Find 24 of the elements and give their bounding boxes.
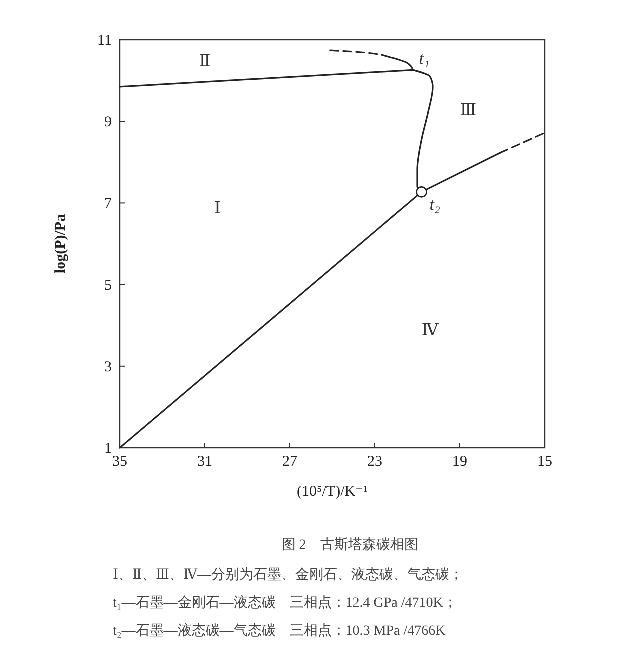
y-axis-title: log(P)/Pa <box>53 214 69 274</box>
x-axis-title: (10⁵/T)/K⁻¹ <box>297 484 368 500</box>
annotation: Ⅲ <box>460 100 477 120</box>
text: Ⅰ、Ⅱ、Ⅲ、Ⅳ—分别为石墨、金刚石、液态碳、气态碳； <box>113 567 464 583</box>
y-tick-label: 5 <box>104 278 112 294</box>
x-tick-label: 35 <box>112 454 128 470</box>
y-tick-label: 1 <box>104 441 112 457</box>
annotation: t₁ <box>419 49 430 68</box>
x-tick-label: 15 <box>538 454 552 470</box>
y-tick-label: 11 <box>98 33 112 49</box>
y-tick-label: 7 <box>104 196 112 212</box>
annotation: t₂ <box>430 195 440 214</box>
annotation: Ⅰ <box>214 198 222 218</box>
x-tick-label: 27 <box>282 454 298 470</box>
text: t₁—石墨—金刚石—液态碳 三相点：12.4 GPa /4710K； <box>113 595 458 611</box>
y-tick-label: 9 <box>104 114 112 131</box>
text: 图 2 古斯塔森碳相图 <box>282 537 418 553</box>
text: t₂—石墨—液态碳—气态碳 三相点：10.3 MPa /4766K <box>113 623 446 639</box>
annotation: Ⅳ <box>422 320 440 340</box>
x-tick-label: 31 <box>198 454 212 470</box>
x-tick-label: 23 <box>368 454 382 470</box>
y-tick-label: 3 <box>104 359 112 376</box>
x-tick-label: 19 <box>452 454 468 470</box>
annotation: Ⅱ <box>199 51 211 70</box>
